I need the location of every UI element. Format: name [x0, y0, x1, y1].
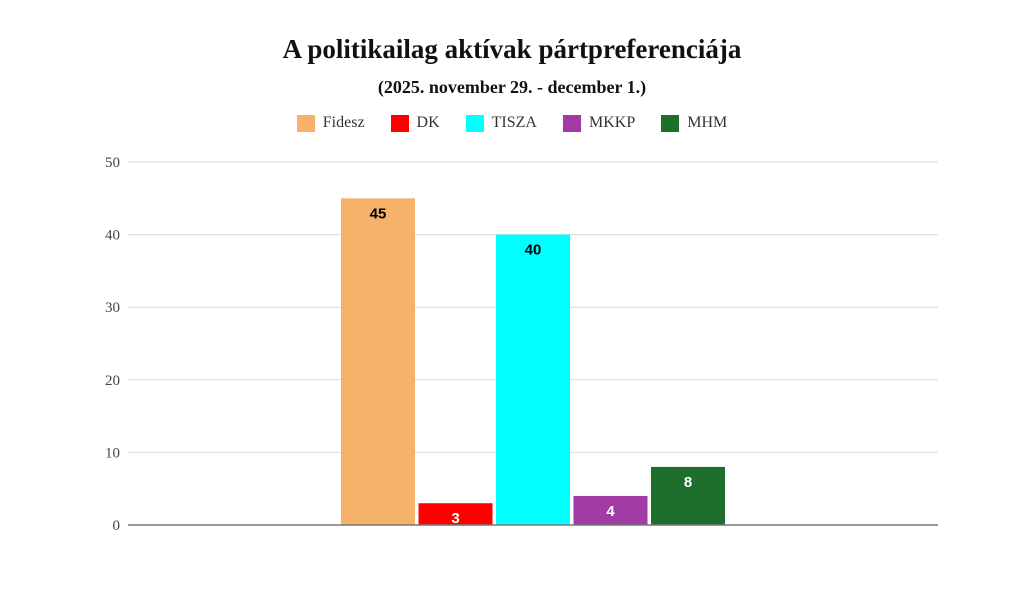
legend-swatch-fidesz [296, 114, 315, 132]
legend-swatch-tisza [465, 114, 484, 132]
bar-fidesz [341, 198, 415, 526]
legend-item-dk: DK [390, 114, 440, 132]
legend-item-mhm: MHM [661, 114, 727, 132]
y-tick-label-40: 40 [105, 228, 120, 244]
legend-item-mkkp: MKKP [562, 114, 636, 132]
bar-value-label-dk: 3 [451, 510, 459, 527]
bar-value-label-fidesz: 45 [370, 205, 387, 222]
legend-swatch-dk [390, 114, 409, 132]
legend-label-dk: DK [416, 114, 440, 131]
legend-item-fidesz: Fidesz [296, 114, 365, 132]
y-tick-label-20: 20 [105, 373, 120, 389]
bar-value-labels: 45 3 40 4 8 [370, 205, 693, 527]
bar-value-label-tisza: 40 [525, 242, 542, 259]
y-tick-label-10: 10 [105, 445, 120, 461]
bar-value-label-mkkp: 4 [606, 503, 615, 520]
y-tick-label-0: 0 [113, 518, 121, 534]
bar-value-label-mhm: 8 [684, 474, 692, 491]
y-tick-label-30: 30 [105, 300, 120, 316]
legend-swatch-mkkp [562, 114, 581, 132]
y-axis-ticks: 0 10 20 30 40 50 [105, 155, 120, 534]
legend: Fidesz DK TISZA MKKP MHM [0, 114, 1024, 132]
legend-label-tisza: TISZA [491, 114, 537, 131]
legend-label-mhm: MHM [687, 114, 728, 131]
bar-mkkp [573, 495, 648, 525]
legend-swatch-mhm [661, 114, 680, 132]
bar-mhm [651, 466, 725, 525]
chart-subtitle: (2025. november 29. - december 1.) [377, 77, 647, 97]
chart-title: A politikailag aktívak pártpreferenciája [282, 34, 742, 64]
legend-item-tisza: TISZA [465, 114, 537, 132]
bar-dk [418, 503, 493, 525]
legend-label-mkkp: MKKP [588, 114, 636, 131]
y-tick-label-50: 50 [105, 155, 120, 171]
bar-tisza [496, 234, 570, 525]
legend-label-fidesz: Fidesz [322, 114, 365, 131]
bars [341, 198, 725, 526]
